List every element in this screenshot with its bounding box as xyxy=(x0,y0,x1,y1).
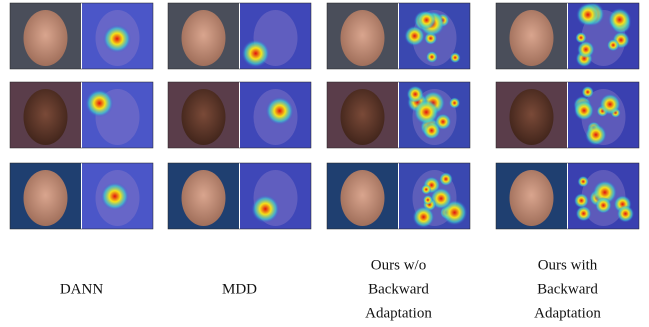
heat-spot xyxy=(599,94,620,115)
heat-spot xyxy=(574,101,594,121)
heat-spot xyxy=(103,25,131,53)
heat-spot xyxy=(407,86,424,103)
caption-line: Ours with xyxy=(538,257,598,273)
heat-spot xyxy=(576,3,599,26)
heat-spot xyxy=(242,39,270,67)
face xyxy=(510,170,554,226)
face xyxy=(182,10,226,66)
heat-spot xyxy=(449,97,460,108)
face xyxy=(510,10,554,66)
figure: DANN MDD Ours w/o Backward Adaptation Ours wi… xyxy=(0,0,649,327)
face xyxy=(341,89,385,145)
heat-spot xyxy=(421,184,431,194)
heat-spot xyxy=(608,8,631,31)
heat-spot xyxy=(414,100,439,125)
caption-line: DANN xyxy=(60,281,103,297)
heat-spot xyxy=(576,206,592,222)
face xyxy=(24,10,68,66)
heat-spot xyxy=(575,32,586,43)
heat-spot xyxy=(101,182,129,210)
heat-spot xyxy=(266,97,294,125)
image-grid xyxy=(10,2,639,229)
face xyxy=(24,89,68,145)
heat-spot xyxy=(251,195,279,223)
caption-line: Backward xyxy=(368,281,429,297)
heat-spot xyxy=(423,195,433,205)
heat-spot xyxy=(450,52,461,63)
heat-spot xyxy=(426,51,438,63)
heat-spot xyxy=(423,122,441,140)
heat-spot xyxy=(617,205,634,222)
heat-spot xyxy=(574,193,589,208)
heat-spot xyxy=(595,197,612,214)
heat-spot xyxy=(417,11,436,30)
heat-spot xyxy=(439,172,453,186)
caption-line: Adaptation xyxy=(534,305,601,321)
caption-line: Ours w/o xyxy=(371,257,426,273)
heat-spot xyxy=(413,206,435,228)
heat-spot xyxy=(85,89,113,117)
caption-line: Backward xyxy=(537,281,598,297)
heat-spot xyxy=(582,86,594,98)
heat-spot xyxy=(578,176,589,187)
caption-line: MDD xyxy=(222,281,257,297)
face xyxy=(341,10,385,66)
heat-spot xyxy=(577,41,595,59)
heat-spot xyxy=(585,124,607,146)
face xyxy=(510,89,554,145)
face xyxy=(182,89,226,145)
face xyxy=(341,170,385,226)
face xyxy=(182,170,226,226)
face xyxy=(24,170,68,226)
captions: DANN MDD Ours w/o Backward Adaptation Ours wi… xyxy=(60,257,601,321)
heat-spot xyxy=(607,39,619,51)
caption-line: Adaptation xyxy=(365,305,432,321)
